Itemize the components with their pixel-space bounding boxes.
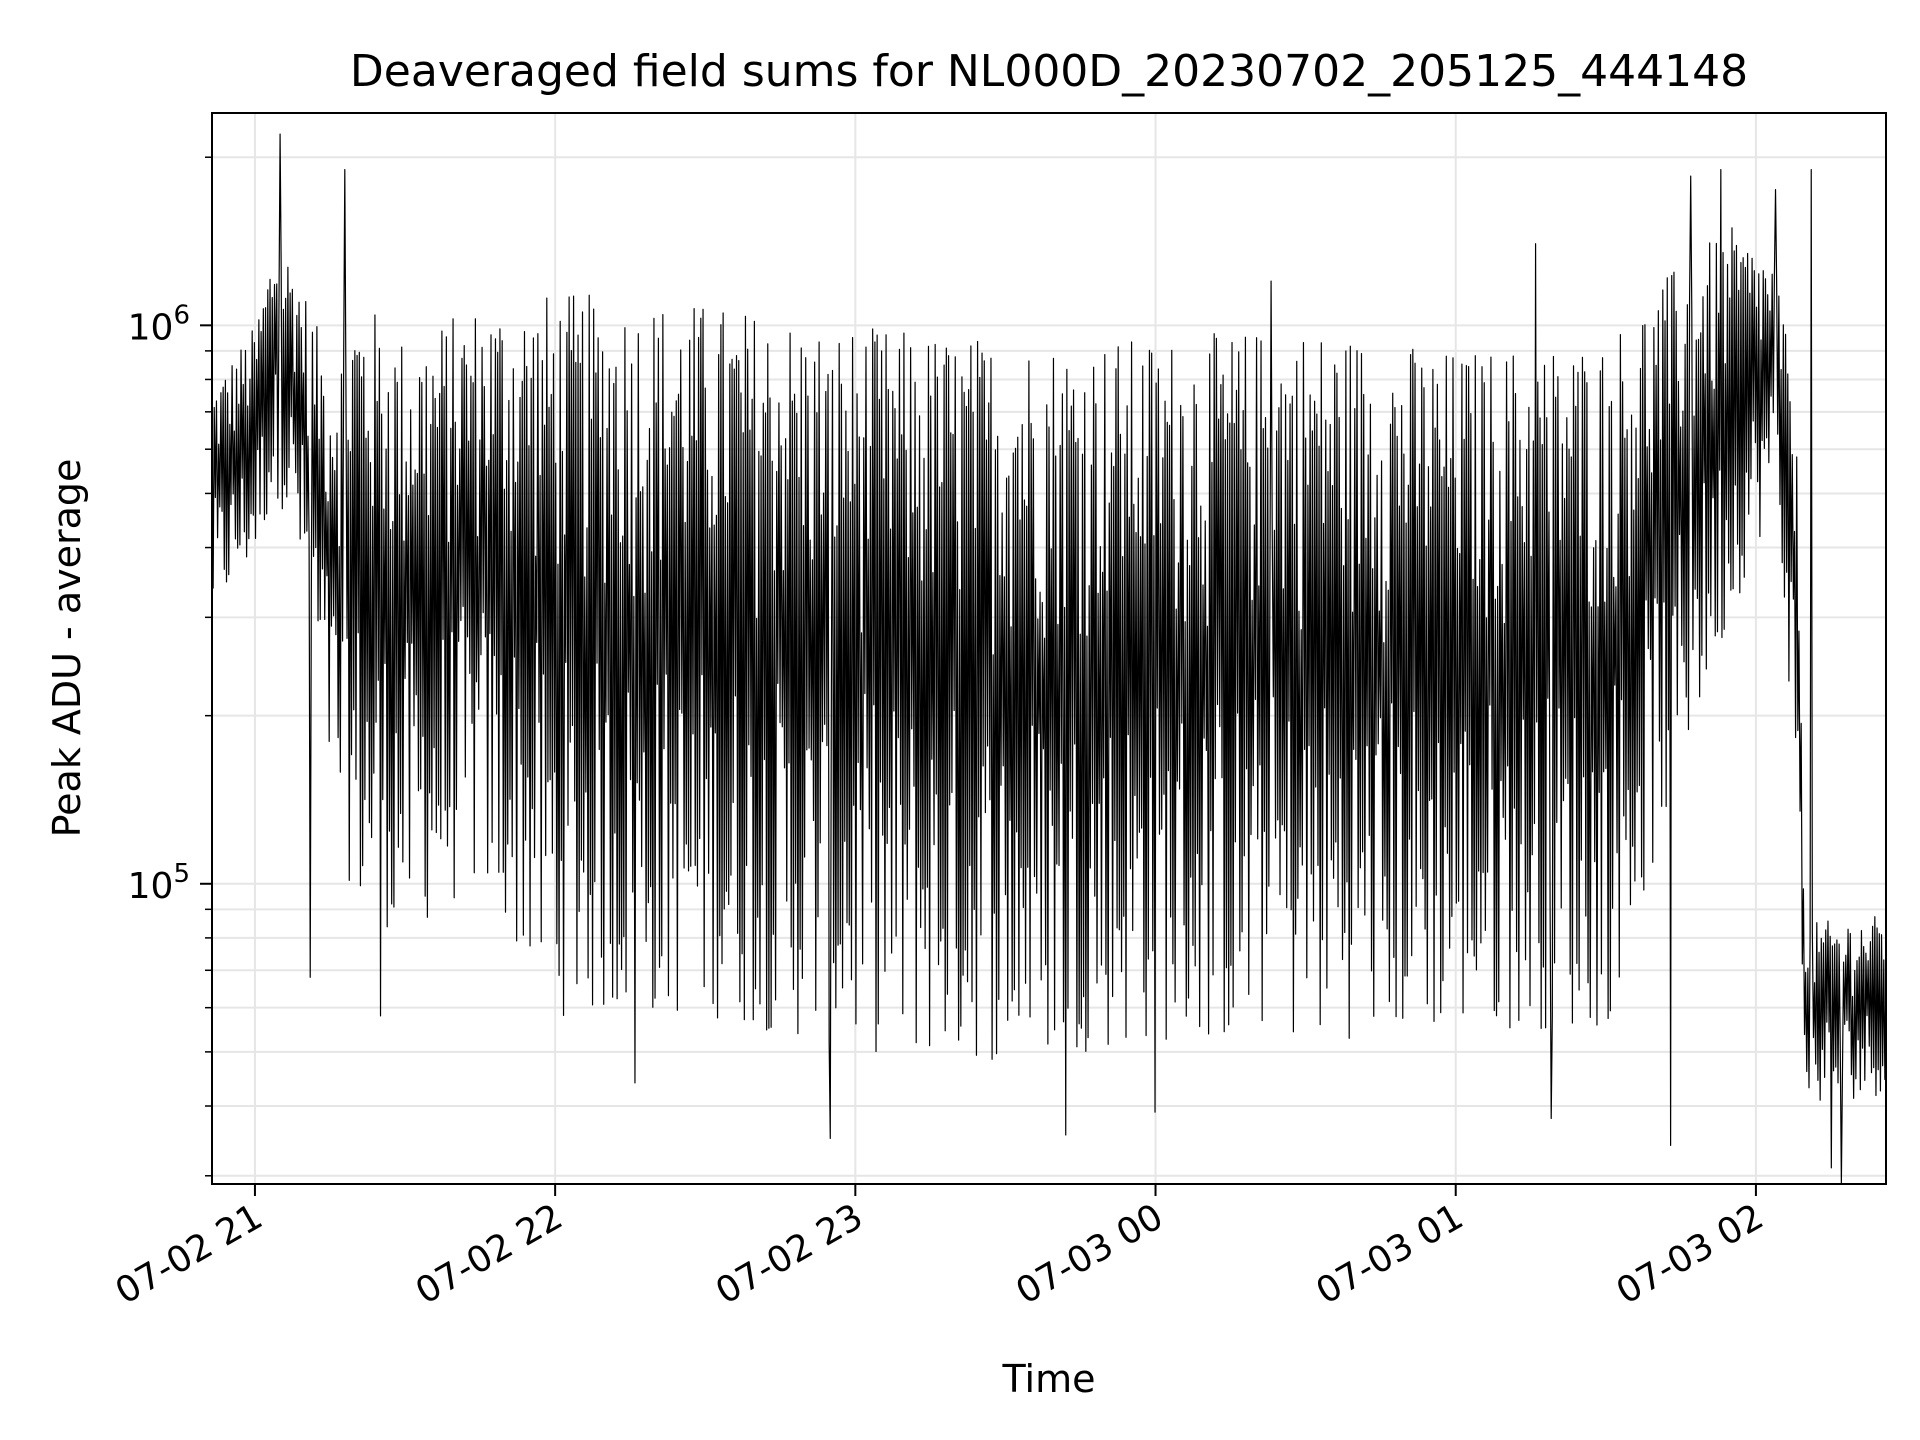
data-layer: [211, 133, 1887, 1185]
series-line: [211, 133, 1887, 1185]
chart-title: Deaveraged field sums for NL000D_2023070…: [350, 46, 1748, 97]
y-axis-label: Peak ADU - average: [45, 459, 89, 838]
plot-frame: [211, 112, 1887, 1185]
y-tick-label: 106: [128, 300, 190, 348]
x-axis-label: Time: [1002, 1357, 1096, 1401]
y-tick-label: 105: [128, 859, 190, 907]
